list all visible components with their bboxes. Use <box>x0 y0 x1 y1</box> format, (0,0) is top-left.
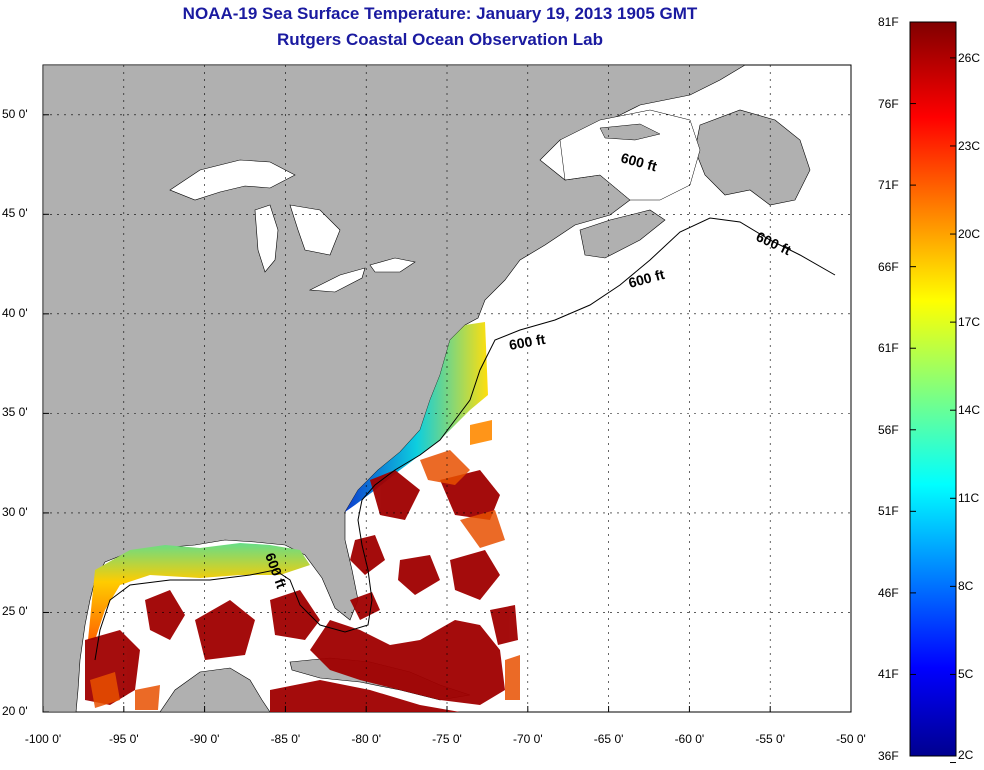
lake-superior <box>169 159 296 201</box>
colorbar-f-label: 61F <box>878 341 899 356</box>
grid-lines <box>43 65 851 712</box>
axis-ticks <box>42 114 852 713</box>
colorbar-c-label: 5C <box>958 667 974 682</box>
x-tick-label: -70 0' <box>512 732 543 746</box>
sst-atlantic-warm <box>470 420 492 445</box>
sst-atlantic-coastal <box>345 322 488 512</box>
x-tick-label: -100 0' <box>24 732 62 746</box>
y-tick-label: 30 0' <box>2 504 28 519</box>
x-tick-label: -65 0' <box>593 732 624 746</box>
colorbar-c-label: 2C <box>958 748 974 762</box>
colorbar-c-label: 8C <box>958 579 974 594</box>
land-yucatan <box>159 667 271 712</box>
map-title: NOAA-19 Sea Surface Temperature: January… <box>182 4 698 23</box>
colorbar-c-label: 11C <box>958 491 980 506</box>
x-tick-label: -80 0' <box>351 732 382 746</box>
contour-600ft <box>94 217 836 661</box>
colorbar-f-label: 76F <box>878 96 899 111</box>
lake-erie <box>308 267 366 293</box>
map-subtitle: Rutgers Coastal Ocean Observation Lab <box>277 30 603 49</box>
x-tick-label: -50 0' <box>836 732 866 746</box>
x-tick-label: -90 0' <box>189 732 220 746</box>
colorbar-c-label: 26C <box>958 50 981 65</box>
gulf-st-lawrence <box>559 109 701 201</box>
sst-orange-patches <box>90 450 520 710</box>
colorbar-f-label: 41F <box>878 667 899 682</box>
x-tick-label: -85 0' <box>270 732 301 746</box>
y-tick-label: 35 0' <box>2 405 28 420</box>
lake-ontario <box>369 257 416 273</box>
y-tick-label: 40 0' <box>2 305 28 320</box>
x-tick-label: -75 0' <box>432 732 462 746</box>
sst-warm-patches <box>85 470 518 712</box>
x-tick-label: -95 0' <box>108 732 139 746</box>
colorbar-f-label: 56F <box>878 422 899 437</box>
colorbar-f-label: 51F <box>878 504 899 519</box>
land-nova-scotia <box>579 209 666 259</box>
y-tick-label: 50 0' <box>2 106 28 121</box>
colorbar-f-label: 71F <box>878 178 899 193</box>
colorbar-ticks <box>910 21 956 764</box>
colorbar-f-label: 46F <box>878 585 899 600</box>
sst-gulf-coastal <box>88 543 310 640</box>
colorbar-f-label: 66F <box>878 259 899 274</box>
y-tick-label: 25 0' <box>2 604 28 619</box>
y-tick-label: 45 0' <box>2 206 28 221</box>
lake-michigan <box>254 204 279 273</box>
colorbar-c-label: 14C <box>958 403 981 418</box>
lake-huron <box>289 204 341 256</box>
colorbar <box>909 21 957 757</box>
colorbar-c-label: 23C <box>958 138 981 153</box>
colorbar-c-label: 20C <box>958 227 981 242</box>
y-tick-label: 20 0' <box>2 704 28 718</box>
x-tick-label: -60 0' <box>674 732 705 746</box>
colorbar-f-label: 36F <box>878 749 899 763</box>
colorbar-c-label: 17C <box>958 315 981 330</box>
colorbar-f-label: 81F <box>878 15 899 29</box>
x-tick-label: -55 0' <box>755 732 786 746</box>
contour-label-4: 600 ft <box>508 331 547 353</box>
prince-edward-land <box>599 123 661 141</box>
land-newfoundland <box>694 109 811 206</box>
